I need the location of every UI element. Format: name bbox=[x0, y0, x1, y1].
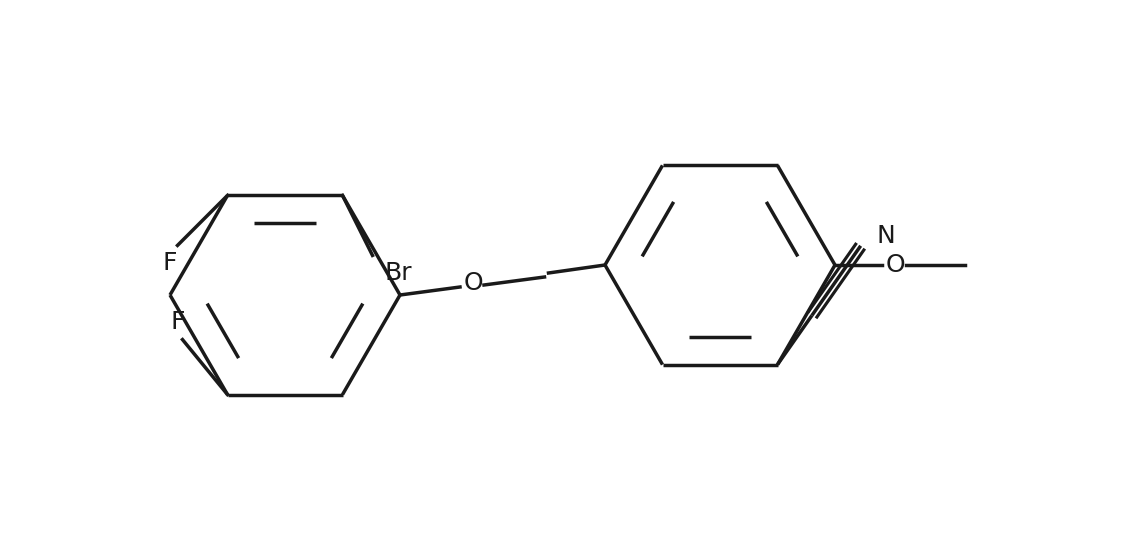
Text: O: O bbox=[885, 253, 905, 277]
Text: N: N bbox=[877, 224, 896, 248]
Text: F: F bbox=[162, 251, 177, 275]
Text: O: O bbox=[463, 271, 482, 295]
Text: F: F bbox=[170, 310, 185, 333]
Text: Br: Br bbox=[384, 262, 412, 285]
